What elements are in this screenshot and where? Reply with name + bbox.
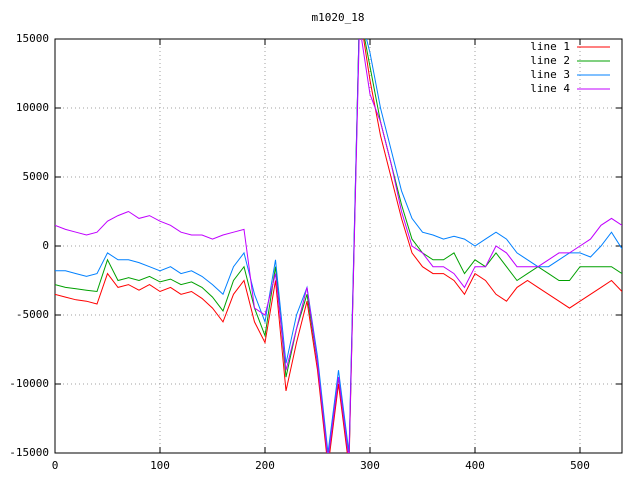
plot-frame xyxy=(54,38,623,454)
legend-label: line 3 xyxy=(530,68,570,81)
legend-label: line 4 xyxy=(530,82,570,95)
legend-label: line 1 xyxy=(530,40,570,53)
x-tick-label: 100 xyxy=(150,459,170,472)
x-tick-label: 400 xyxy=(465,459,485,472)
chart-title: m1020_18 xyxy=(312,11,365,24)
y-tick-label: -10000 xyxy=(9,377,49,390)
x-tick-label: 500 xyxy=(570,459,590,472)
series-line xyxy=(55,39,622,453)
y-tick-label: 0 xyxy=(42,239,49,252)
x-tick-label: 200 xyxy=(255,459,275,472)
series-line xyxy=(55,39,622,453)
x-tick-label: 300 xyxy=(360,459,380,472)
x-tick-label: 0 xyxy=(52,459,59,472)
plot-area xyxy=(55,39,622,453)
legend-label: line 2 xyxy=(530,54,570,67)
y-tick-label: 15000 xyxy=(16,32,49,45)
y-tick-label: 10000 xyxy=(16,101,49,114)
y-tick-label: -15000 xyxy=(9,446,49,459)
y-tick-label: 5000 xyxy=(23,170,50,183)
y-tick-label: -5000 xyxy=(16,308,49,321)
series-line xyxy=(55,39,622,453)
